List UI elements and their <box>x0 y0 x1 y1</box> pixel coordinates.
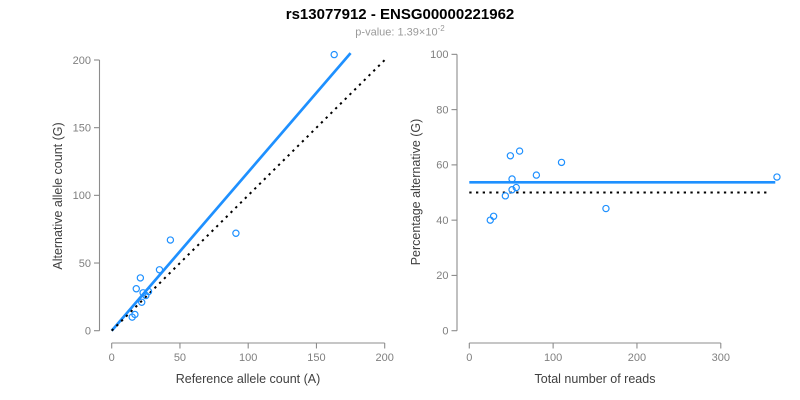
y-tick-label: 200 <box>73 55 91 67</box>
data-point <box>138 298 146 306</box>
y-tick-label: 20 <box>436 270 448 282</box>
y-tick-label: 60 <box>436 160 448 172</box>
x-tick-label: 100 <box>544 352 562 364</box>
data-point <box>486 216 494 224</box>
data-point <box>131 310 139 319</box>
data-point <box>773 173 781 181</box>
data-point <box>508 186 516 194</box>
y-tick-label: 100 <box>430 49 448 61</box>
pvalue-text: p-value: 1.39×10 <box>355 26 438 39</box>
y-axis-title: Percentage alternative (G) <box>409 119 423 266</box>
x-tick-label: 0 <box>466 352 472 364</box>
data-point <box>515 147 524 155</box>
identity-line <box>110 56 389 332</box>
data-point <box>508 175 516 183</box>
panel-left-scatter-plot: 0 50 100 150 200 0 50 100 150 200 Reference allele… <box>51 50 394 386</box>
data-point <box>532 171 541 179</box>
data-point <box>506 152 515 160</box>
figure-title: rs13077912 - ENSG00000221962 <box>285 6 515 23</box>
data-point <box>330 50 338 59</box>
x-axis-title: Total number of reads <box>535 372 656 386</box>
y-tick-label: 80 <box>436 104 448 116</box>
data-point <box>136 274 145 282</box>
y-axis-title: Alternative allele count (G) <box>51 122 65 269</box>
data-point <box>602 204 610 213</box>
y-tick-label: 50 <box>79 258 91 270</box>
y-tick-label: 150 <box>73 122 91 134</box>
y-tick-label: 0 <box>85 326 91 338</box>
y-tick-label: 100 <box>73 190 91 202</box>
y-tick-label: 40 <box>436 215 448 227</box>
x-tick-label: 0 <box>109 352 115 364</box>
pvalue-exponent: -2 <box>437 24 445 33</box>
data-point <box>512 183 520 192</box>
data-point <box>142 291 150 300</box>
data-point <box>232 229 240 237</box>
data-point <box>501 192 510 200</box>
x-tick-label: 100 <box>239 352 257 364</box>
x-tick-label: 150 <box>307 352 325 364</box>
y-tick-label: 0 <box>442 326 448 338</box>
x-tick-label: 200 <box>376 352 394 364</box>
x-tick-label: 50 <box>174 352 186 364</box>
x-tick-label: 300 <box>712 352 730 364</box>
panel-right-scatter-plot: 0 20 40 60 80 100 0 100 200 300 Total number of re… <box>409 49 781 386</box>
data-point <box>132 285 140 293</box>
data-point <box>489 212 498 220</box>
fitted-ratio-line <box>110 52 352 332</box>
figure-pvalue: p-value: 1.39×10-2 <box>0 24 800 39</box>
data-point <box>557 158 566 167</box>
x-tick-label: 200 <box>628 352 646 364</box>
data-point <box>155 266 164 274</box>
data-point <box>166 236 175 244</box>
x-axis-title: Reference allele count (A) <box>176 372 321 386</box>
